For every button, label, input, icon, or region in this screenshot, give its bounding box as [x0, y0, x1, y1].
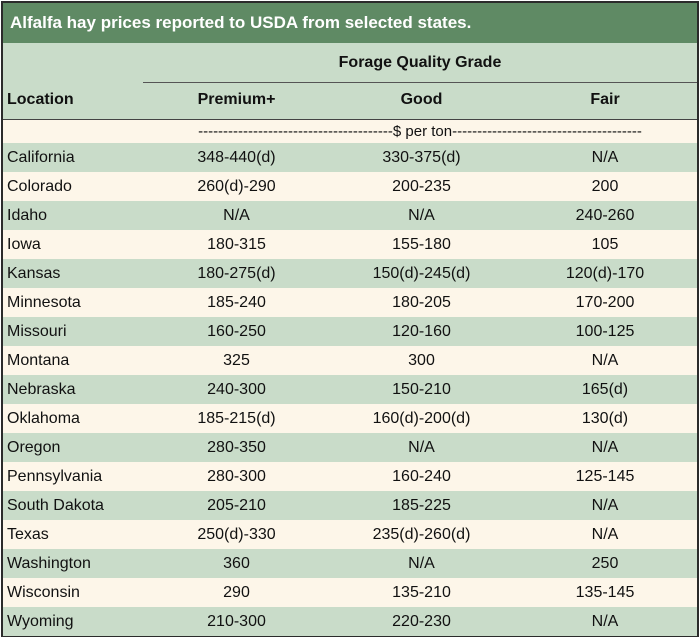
column-header-good: Good	[400, 91, 443, 108]
table-row: Wyoming 210-300 220-230 N/A	[3, 607, 697, 636]
fair-cell: 105	[591, 236, 619, 253]
premium-cell: 325	[223, 352, 250, 369]
location-cell: Wisconsin	[7, 584, 80, 601]
fair-cell: N/A	[591, 149, 619, 166]
table-row: Minnesota 185-240 180-205 170-200	[3, 288, 697, 317]
table-row: South Dakota 205-210 185-225 N/A	[3, 491, 697, 520]
location-cell: Oklahoma	[7, 410, 80, 427]
premium-cell: 205-210	[207, 497, 266, 514]
table-row: Texas 250(d)-330 235(d)-260(d) N/A	[3, 520, 697, 549]
location-cell: Washington	[7, 555, 91, 572]
premium-cell: 160-250	[207, 323, 266, 340]
fair-cell: N/A	[591, 526, 619, 543]
location-cell: Oregon	[7, 439, 61, 456]
good-cell: N/A	[408, 439, 435, 456]
premium-cell: 240-300	[207, 381, 266, 398]
premium-cell: 360	[223, 555, 250, 572]
good-cell: N/A	[408, 555, 435, 572]
location-cell: Nebraska	[7, 381, 76, 398]
premium-cell: 180-315	[207, 236, 266, 253]
good-cell: 160-240	[392, 468, 451, 485]
fair-cell: 125-145	[575, 468, 635, 485]
fair-cell: 135-145	[575, 584, 635, 601]
good-cell: 155-180	[392, 236, 451, 253]
premium-cell: N/A	[223, 207, 250, 224]
good-cell: 150-210	[392, 381, 451, 398]
forage-quality-grade-header: Forage Quality Grade	[143, 43, 697, 83]
good-cell: 180-205	[392, 294, 451, 311]
premium-cell: 210-300	[207, 613, 266, 630]
table-row: Colorado 260(d)-290 200-235 200	[3, 172, 697, 201]
fair-cell: 200	[591, 178, 619, 195]
table-row: Nebraska 240-300 150-210 165(d)	[3, 375, 697, 404]
location-cell: Missouri	[7, 323, 67, 340]
fair-cell: 120(d)-170	[565, 265, 645, 282]
good-cell: N/A	[408, 207, 435, 224]
fair-cell: N/A	[591, 439, 619, 456]
location-cell: Pennsylvania	[7, 468, 103, 485]
premium-cell: 280-300	[207, 468, 266, 485]
fair-cell: 165(d)	[581, 381, 629, 398]
fair-cell: 250	[591, 555, 619, 572]
location-cell: Minnesota	[7, 294, 81, 311]
fair-cell: 240-260	[575, 207, 635, 224]
table-row: Missouri 160-250 120-160 100-125	[3, 317, 697, 346]
table-row: Oklahoma 185-215(d) 160(d)-200(d) 130(d)	[3, 404, 697, 433]
fair-cell: 100-125	[575, 323, 635, 340]
location-cell: Texas	[7, 526, 49, 543]
premium-cell: 348-440(d)	[197, 149, 276, 166]
premium-cell: 180-275(d)	[197, 265, 276, 282]
column-header-premium: Premium+	[197, 91, 276, 108]
premium-cell: 260(d)-290	[197, 178, 276, 195]
column-header-fair: Fair	[590, 91, 620, 108]
location-cell: Colorado	[7, 178, 72, 195]
good-cell: 135-210	[392, 584, 451, 601]
location-cell: South Dakota	[7, 497, 104, 514]
column-header-location: Location	[7, 91, 74, 108]
fair-cell: 170-200	[575, 294, 635, 311]
table-body: California 348-440(d) 330-375(d) N/A Colorad…	[3, 143, 697, 636]
premium-cell: 280-350	[207, 439, 266, 456]
fair-cell: N/A	[591, 613, 619, 630]
good-cell: 235(d)-260(d)	[372, 526, 471, 543]
location-cell: Kansas	[7, 265, 61, 282]
good-cell: 150(d)-245(d)	[372, 265, 471, 282]
table-row: California 348-440(d) 330-375(d) N/A	[3, 143, 697, 172]
location-cell: Montana	[7, 352, 70, 369]
premium-cell: 250(d)-330	[197, 526, 276, 543]
table-row: Oregon 280-350 N/A N/A	[3, 433, 697, 462]
table-header: Forage Quality Grade Location Premium+ G…	[3, 43, 697, 119]
location-cell: Wyoming	[7, 613, 74, 630]
unit-label: ---------------------------------------$…	[198, 123, 642, 140]
table-row: Montana 325 300 N/A	[3, 346, 697, 375]
fair-cell: N/A	[591, 352, 619, 369]
location-cell: Iowa	[7, 236, 41, 253]
table-row: Iowa 180-315 155-180 105	[3, 230, 697, 259]
table-row: Idaho N/A N/A 240-260	[3, 201, 697, 230]
fair-cell: N/A	[591, 497, 619, 514]
good-cell: 160(d)-200(d)	[372, 410, 471, 427]
good-cell: 200-235	[392, 178, 451, 195]
location-cell: Idaho	[7, 207, 48, 224]
good-cell: 185-225	[392, 497, 451, 514]
fair-cell: 130(d)	[581, 410, 629, 427]
good-cell: 220-230	[392, 613, 451, 630]
premium-cell: 290	[223, 584, 250, 601]
table-row: Washington 360 N/A 250	[3, 549, 697, 578]
good-cell: 300	[408, 352, 435, 369]
good-cell: 120-160	[392, 323, 451, 340]
good-cell: 330-375(d)	[382, 149, 461, 166]
table-row: Kansas 180-275(d) 150(d)-245(d) 120(d)-170	[3, 259, 697, 288]
location-cell: California	[7, 149, 75, 166]
unit-row: ---------------------------------------$…	[3, 119, 697, 144]
table-row: Pennsylvania 280-300 160-240 125-145	[3, 462, 697, 491]
premium-cell: 185-215(d)	[197, 410, 276, 427]
table-title: Alfalfa hay prices reported to USDA from…	[3, 3, 697, 43]
premium-cell: 185-240	[207, 294, 266, 311]
table-row: Wisconsin 290 135-210 135-145	[3, 578, 697, 607]
